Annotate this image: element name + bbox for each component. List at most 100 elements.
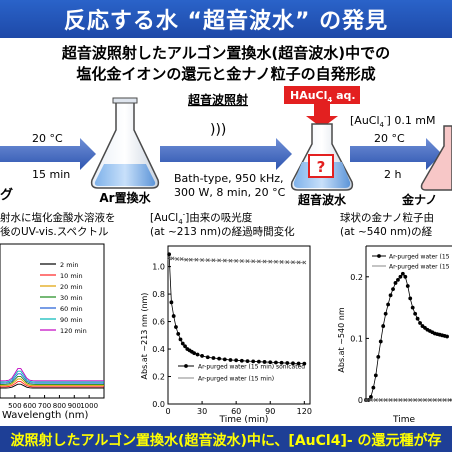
flask-ar-icon	[90, 97, 160, 189]
chart3-xlabel: Time	[392, 415, 415, 425]
data-point-open	[418, 398, 422, 402]
flow-arrow-3	[350, 138, 442, 170]
flask-sono-label: 超音波水	[297, 192, 347, 207]
x-tick-label: 1000	[80, 402, 98, 410]
question-box	[308, 154, 334, 178]
data-point-open	[251, 259, 256, 264]
data-point-filled	[410, 305, 415, 310]
data-point-filled	[302, 361, 307, 366]
data-point-open	[175, 257, 179, 261]
data-point-filled	[376, 354, 381, 359]
x-tick-label: 90	[265, 407, 275, 416]
data-point-open	[279, 260, 284, 264]
data-point-filled	[274, 360, 278, 365]
data-point-open	[228, 258, 233, 263]
data-point-open	[413, 398, 418, 402]
data-point-filled	[268, 360, 273, 365]
data-point-open	[200, 258, 204, 262]
caption-left-2: 後のUV-vis.スペクトル	[0, 226, 109, 238]
data-point-open	[211, 258, 216, 263]
spectrum-line	[0, 370, 104, 383]
data-point-filled	[245, 359, 250, 364]
y-tick-label: 0.6	[152, 318, 165, 327]
spectrum-line	[0, 378, 104, 387]
caption-left-1: 射水に塩化金酸水溶液を	[0, 212, 116, 224]
data-point-filled	[296, 361, 301, 366]
data-point-open	[369, 398, 373, 402]
data-point-filled	[217, 356, 222, 361]
data-point-filled	[279, 360, 284, 365]
flow-arrow-1	[0, 138, 96, 170]
data-point-open	[167, 256, 172, 261]
subtitle-line-2: 塩化金イオンの還元と金ナノ粒子の自発形成	[76, 65, 376, 83]
chart2-ylabel: Abs.at ~213 nm (nm)	[140, 293, 149, 380]
data-point-open	[442, 398, 447, 402]
x-tick-label: 60	[231, 407, 241, 416]
ultrasound-title: 超音波照射	[187, 92, 248, 107]
abs213-chart: 0 30 60 90 120 0.0 0.2 0.4 0.6 0.8 1.0 Ar-purged w…	[140, 245, 312, 425]
legend-label: 60 min	[60, 305, 83, 313]
x-tick-label: 800	[53, 402, 66, 410]
data-point-open	[398, 398, 403, 402]
data-point-filled	[169, 300, 174, 305]
ultrasound-cond-1: Bath-type, 950 kHz,	[174, 172, 284, 185]
flask-right-label: 金ナノ	[401, 192, 437, 207]
data-point-open	[184, 257, 189, 262]
data-point-filled	[398, 274, 403, 279]
chart3-ylabel: Abs.at ~540 nm	[337, 307, 346, 372]
data-point-open	[432, 398, 437, 402]
data-point-open	[179, 257, 184, 261]
spectrum-line	[0, 375, 104, 385]
haucl4-box	[284, 86, 360, 104]
legend-marker	[377, 254, 381, 258]
data-point-filled	[413, 311, 418, 316]
data-point-filled	[256, 359, 261, 364]
data-point-filled	[405, 284, 410, 288]
data-point-filled	[251, 359, 256, 364]
data-point-filled	[415, 316, 420, 321]
spectrum-line	[0, 381, 104, 388]
chart1-xlabel: Wavelength (nm)	[2, 410, 88, 421]
legend-label: Ar-purged water (15	[389, 254, 450, 261]
data-point-filled	[383, 311, 388, 316]
x-tick-label: 700	[38, 402, 51, 410]
data-point-open	[205, 258, 210, 263]
data-point-filled	[445, 334, 449, 339]
subtitle-line-1: 超音波照射したアルゴン置換水(超音波水)中での	[61, 44, 391, 62]
data-point-open	[217, 258, 222, 263]
footer-text: 波照射したアルゴン置換水(超音波水)中に、[AuCl4]- の還元種が存	[10, 433, 442, 449]
flask-right-icon	[420, 125, 452, 191]
data-point-filled	[167, 252, 172, 257]
data-point-open	[428, 398, 432, 402]
data-point-filled	[180, 341, 185, 346]
y-tick-label: 0.8	[152, 290, 165, 299]
data-point-filled	[381, 324, 386, 328]
chart2-frame	[167, 245, 311, 405]
ultrasound-cond-2: 300 W, 8 min, 20 °C	[174, 186, 286, 199]
x-tick-label: 120	[297, 407, 312, 416]
data-point-filled	[369, 395, 373, 399]
data-point-filled	[195, 352, 200, 357]
legend-label: 10 min	[60, 272, 83, 280]
legend-label: Ar-purged water (15 min)	[198, 376, 274, 383]
data-point-filled	[371, 385, 376, 390]
data-point-filled	[176, 332, 181, 336]
data-point-open	[296, 260, 301, 265]
caption-mid-2: (at ~213 nm)の経過時間変化	[150, 226, 295, 238]
y-tick-label: 0	[358, 396, 363, 405]
data-point-open	[234, 258, 239, 263]
data-point-open	[291, 260, 295, 265]
data-point-filled	[183, 344, 187, 349]
caption-mid-1: [AuCl4-]由来の吸光度	[150, 210, 253, 227]
y-tick-label: 0.0	[152, 400, 165, 409]
ultrasound-waves-icon: )))	[210, 122, 226, 138]
data-point-open	[239, 259, 244, 263]
data-point-filled	[178, 337, 183, 342]
data-point-filled	[211, 356, 216, 360]
legend-label: 20 min	[60, 283, 83, 291]
data-point-filled	[205, 355, 210, 360]
series-line	[169, 258, 305, 263]
data-point-open	[245, 259, 250, 263]
question-mark: ?	[317, 158, 326, 176]
step2-time: 2 h	[384, 168, 401, 181]
